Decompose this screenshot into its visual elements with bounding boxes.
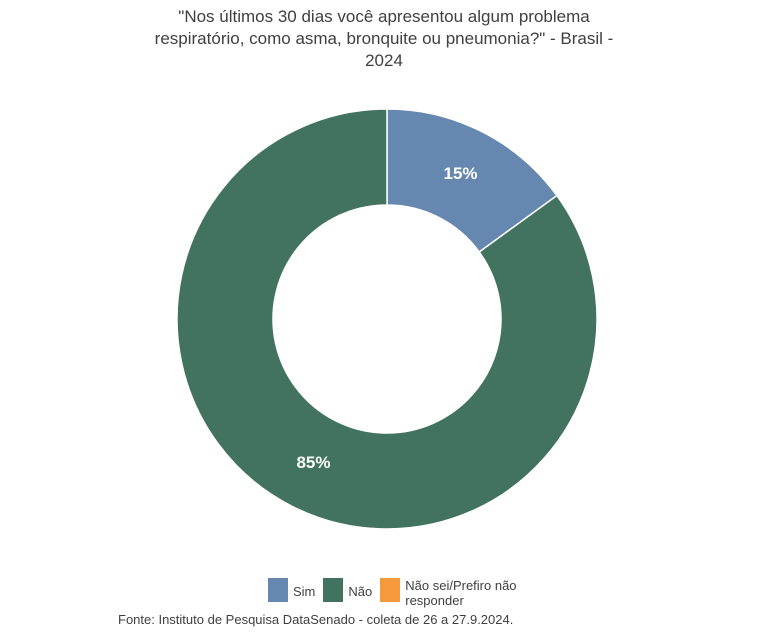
chart-title: "Nos últimos 30 dias você apresentou alg… bbox=[154, 7, 614, 70]
slice-1 bbox=[176, 108, 598, 530]
legend-label-sim: Sim bbox=[293, 584, 316, 599]
legend-swatch-nao bbox=[323, 578, 344, 602]
legend-label-nao-sei: Não sei/Prefiro não responder bbox=[405, 578, 517, 608]
slice-labels-group: 15% 85% bbox=[296, 164, 477, 472]
source-footer: Fonte: Instituto de Pesquisa DataSenado … bbox=[118, 612, 514, 627]
legend-label-nao: Não bbox=[348, 584, 373, 599]
legend-swatch-sim bbox=[268, 578, 288, 602]
legend-item-nao-sei: Não sei/Prefiro não responder bbox=[380, 578, 535, 608]
legend-item-nao: Não bbox=[323, 578, 372, 602]
slice-label-0: 15% bbox=[444, 164, 478, 183]
slices-group bbox=[176, 108, 598, 530]
legend-swatch-nao-sei bbox=[380, 578, 401, 602]
legend-item-sim: Sim bbox=[268, 578, 315, 602]
slice-label-1: 85% bbox=[296, 453, 330, 472]
legend: Sim Não Não sei/Prefiro não responder bbox=[268, 578, 535, 608]
